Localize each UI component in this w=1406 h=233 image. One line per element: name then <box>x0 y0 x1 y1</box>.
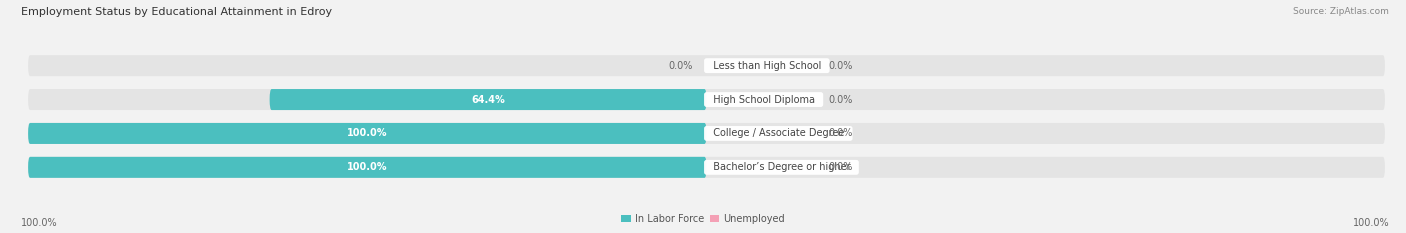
Text: Less than High School: Less than High School <box>707 61 827 71</box>
FancyBboxPatch shape <box>28 157 1385 178</box>
Text: 100.0%: 100.0% <box>21 218 58 228</box>
Text: 64.4%: 64.4% <box>471 95 505 105</box>
Text: College / Associate Degree: College / Associate Degree <box>707 128 851 138</box>
Text: 0.0%: 0.0% <box>828 95 853 105</box>
Text: 100.0%: 100.0% <box>1353 218 1389 228</box>
Text: 0.0%: 0.0% <box>828 61 853 71</box>
Text: 0.0%: 0.0% <box>828 128 853 138</box>
Text: Bachelor’s Degree or higher: Bachelor’s Degree or higher <box>707 162 856 172</box>
Text: Source: ZipAtlas.com: Source: ZipAtlas.com <box>1294 7 1389 16</box>
Text: 0.0%: 0.0% <box>828 162 853 172</box>
FancyBboxPatch shape <box>28 157 707 178</box>
FancyBboxPatch shape <box>28 55 1385 76</box>
FancyBboxPatch shape <box>28 89 1385 110</box>
Text: High School Diploma: High School Diploma <box>707 95 821 105</box>
Text: 0.0%: 0.0% <box>669 61 693 71</box>
Legend: In Labor Force, Unemployed: In Labor Force, Unemployed <box>617 210 789 228</box>
FancyBboxPatch shape <box>28 123 1385 144</box>
Text: 100.0%: 100.0% <box>347 128 388 138</box>
FancyBboxPatch shape <box>28 123 707 144</box>
FancyBboxPatch shape <box>270 89 707 110</box>
Text: 100.0%: 100.0% <box>347 162 388 172</box>
Text: Employment Status by Educational Attainment in Edroy: Employment Status by Educational Attainm… <box>21 7 332 17</box>
